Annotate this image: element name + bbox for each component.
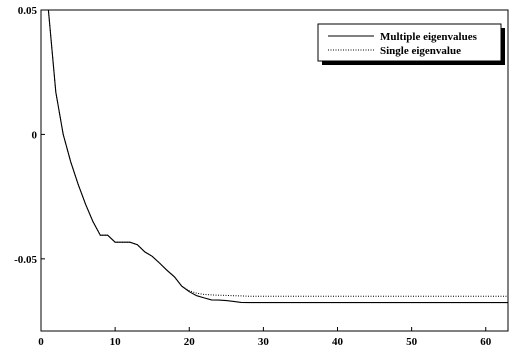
legend-label-single: Single eigenvalue (380, 45, 461, 57)
legend-box (317, 23, 502, 62)
y-axis-ticks: 0.05 0 -0.05 (14, 5, 45, 266)
x-tick-label: 30 (258, 336, 270, 348)
series-line-multiple-eigenvalues (47, 9, 508, 304)
x-axis-ticks: 0 10 20 30 40 50 60 (38, 327, 492, 348)
x-tick-label: 60 (480, 336, 492, 348)
y-tick-label: 0.05 (18, 5, 38, 17)
x-tick-label: 10 (110, 336, 122, 348)
x-tick-label: 20 (184, 336, 196, 348)
x-tick-label: 50 (406, 336, 418, 348)
y-tick-label: 0 (32, 129, 38, 141)
x-tick-label: 0 (38, 336, 44, 348)
series-layer (47, 9, 508, 304)
plot-frame (40, 9, 509, 332)
legend-label-multiple: Multiple eigenvalues (380, 31, 478, 43)
y-tick-label: -0.05 (14, 254, 37, 266)
legend: Multiple eigenvalues Single eigenvalue (317, 23, 505, 65)
x-tick-label: 40 (332, 336, 344, 348)
